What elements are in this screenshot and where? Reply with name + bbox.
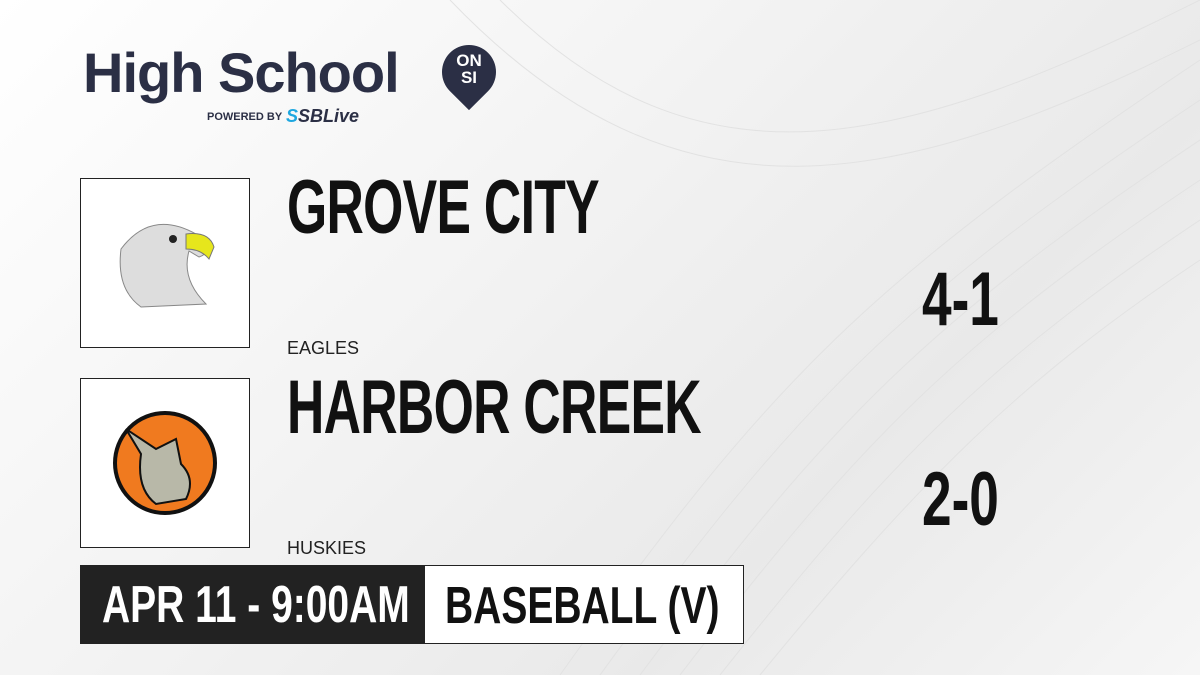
team-name: GROVE CITY bbox=[287, 165, 600, 250]
team-record: 2-0 bbox=[922, 457, 999, 542]
badge-top: ON bbox=[456, 51, 482, 70]
brand-badge: ON SI bbox=[442, 52, 496, 86]
sport-label: BASEBALL (V) bbox=[445, 577, 720, 635]
game-datetime-box: APR 11 - 9:00AM bbox=[80, 565, 424, 644]
powered-by: POWERED BY bbox=[207, 111, 283, 123]
eagle-icon bbox=[119, 223, 215, 308]
team-mascot: EAGLES bbox=[287, 338, 360, 358]
game-datetime: APR 11 - 9:00AM bbox=[102, 576, 410, 634]
partner-prefix: S bbox=[286, 106, 299, 126]
badge-bottom: SI bbox=[460, 68, 478, 87]
team-mascot: HUSKIES bbox=[287, 538, 367, 558]
team-record: 4-1 bbox=[922, 257, 999, 342]
team-logo-grove-city bbox=[80, 178, 250, 348]
partner-logo: SSBLive bbox=[286, 106, 359, 127]
brand-title: High School bbox=[83, 41, 400, 104]
husky-icon bbox=[113, 411, 217, 515]
team-name: HARBOR CREEK bbox=[287, 365, 702, 450]
team-logo-harbor-creek bbox=[80, 378, 250, 548]
partner-name: SBLive bbox=[298, 106, 360, 126]
sport-box: BASEBALL (V) bbox=[424, 565, 744, 644]
